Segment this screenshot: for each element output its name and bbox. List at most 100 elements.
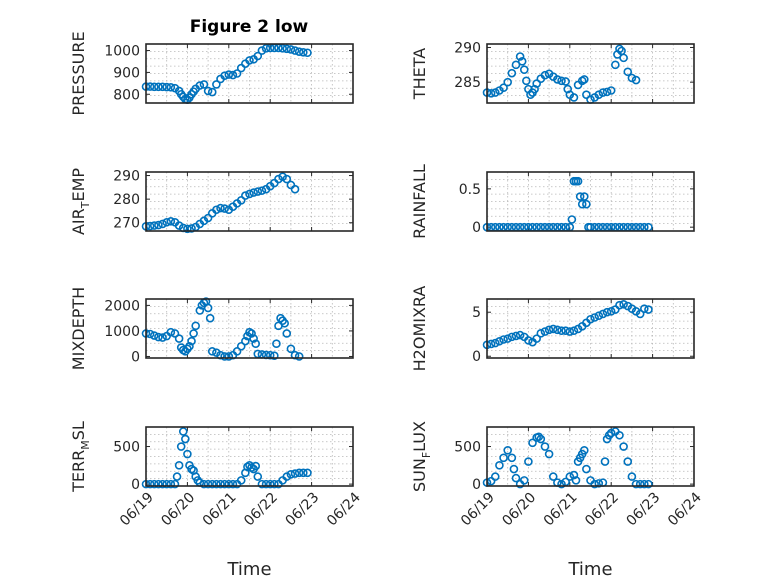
data-point <box>602 87 612 97</box>
data-point <box>286 344 296 354</box>
data-point <box>499 335 508 344</box>
data-point <box>519 476 529 485</box>
data-point <box>224 479 234 489</box>
data-point <box>270 351 279 361</box>
data-point <box>216 203 225 213</box>
data-point <box>540 327 550 336</box>
data-point <box>577 199 587 209</box>
data-point <box>594 479 604 488</box>
data-point <box>540 442 550 451</box>
data-point <box>261 479 271 489</box>
data-point <box>503 77 513 87</box>
data-point <box>282 329 292 338</box>
data-point <box>534 432 544 442</box>
data-point <box>571 476 581 485</box>
data-point <box>526 90 535 99</box>
x-tick-label: 06/20 <box>499 490 539 530</box>
axes-frame <box>486 43 695 104</box>
data-point <box>251 461 261 471</box>
subplot-air-temp: 270 280 290 AIRTEMP <box>69 168 354 235</box>
data-point <box>579 192 589 201</box>
data-point <box>590 313 599 322</box>
data-point <box>579 445 589 455</box>
data-point <box>495 461 504 470</box>
data-point <box>290 469 300 478</box>
x-tick-label: 06/23 <box>624 490 664 530</box>
data-point <box>282 472 292 481</box>
data-point <box>257 46 267 55</box>
data-point <box>158 219 167 229</box>
data-point <box>640 304 649 313</box>
data-point <box>299 468 308 478</box>
data-point <box>176 442 186 451</box>
data-point <box>253 51 263 61</box>
y-tick-label: 900 <box>113 65 140 81</box>
subplot-h2o-mixing-ratio: 0 5 H2OMIXRA <box>410 286 695 371</box>
data-point <box>522 76 531 86</box>
data-point <box>517 57 527 66</box>
data-point <box>261 44 271 53</box>
data-point <box>611 60 620 70</box>
figure-title: Figure 2 low <box>190 17 309 37</box>
data-point <box>582 90 591 99</box>
data-point <box>515 52 525 61</box>
data-point <box>557 326 566 336</box>
axes-frame <box>486 426 695 487</box>
data-point <box>499 453 508 463</box>
data-point <box>299 48 308 57</box>
y-axis-label: RAINFALL <box>410 164 429 239</box>
data-point <box>548 472 558 481</box>
data-point <box>569 326 579 336</box>
data-point <box>623 457 633 466</box>
data-point <box>623 67 633 77</box>
y-tick-label: 0.5 <box>459 182 481 198</box>
y-tick-label: 500 <box>454 440 481 456</box>
y-tick-label: 270 <box>113 216 140 232</box>
data-point <box>149 82 159 92</box>
data-point <box>166 327 176 337</box>
data-point <box>631 479 641 489</box>
data-point <box>241 336 250 346</box>
data-point <box>290 184 300 194</box>
data-point <box>606 86 616 95</box>
data-point <box>212 205 221 215</box>
data-point <box>247 329 256 338</box>
data-point <box>553 75 562 84</box>
data-point <box>193 476 203 485</box>
data-point <box>627 73 637 83</box>
x-tick-label: 06/21 <box>200 490 240 530</box>
data-point <box>594 311 604 321</box>
data-point <box>212 479 221 489</box>
y-tick-label: 285 <box>454 75 481 91</box>
data-point <box>569 93 579 102</box>
data-point <box>511 331 521 341</box>
data-point <box>565 472 575 481</box>
data-point <box>290 46 300 55</box>
y-axis-label: THETA <box>410 48 429 100</box>
data-point <box>490 472 500 481</box>
data-point <box>615 430 624 440</box>
data-point <box>181 434 190 444</box>
data-point <box>598 88 608 97</box>
data-point <box>557 479 566 489</box>
data-point <box>511 473 521 483</box>
data-point <box>582 199 591 209</box>
data-point <box>631 75 641 85</box>
data-point <box>282 174 292 184</box>
data-point <box>294 352 304 361</box>
data-point <box>207 347 217 356</box>
data-point <box>490 338 500 348</box>
y-axis-label: AIRTEMP <box>69 168 92 235</box>
data-point <box>203 479 213 489</box>
data-point <box>257 186 267 195</box>
data-point <box>174 334 184 343</box>
data-point <box>604 430 614 440</box>
x-tick-label: 06/22 <box>582 490 622 530</box>
data-point <box>286 470 296 479</box>
data-point <box>509 464 519 474</box>
data-point <box>600 457 610 466</box>
data-point <box>195 81 205 90</box>
data-point <box>640 479 649 489</box>
data-point <box>569 470 579 480</box>
